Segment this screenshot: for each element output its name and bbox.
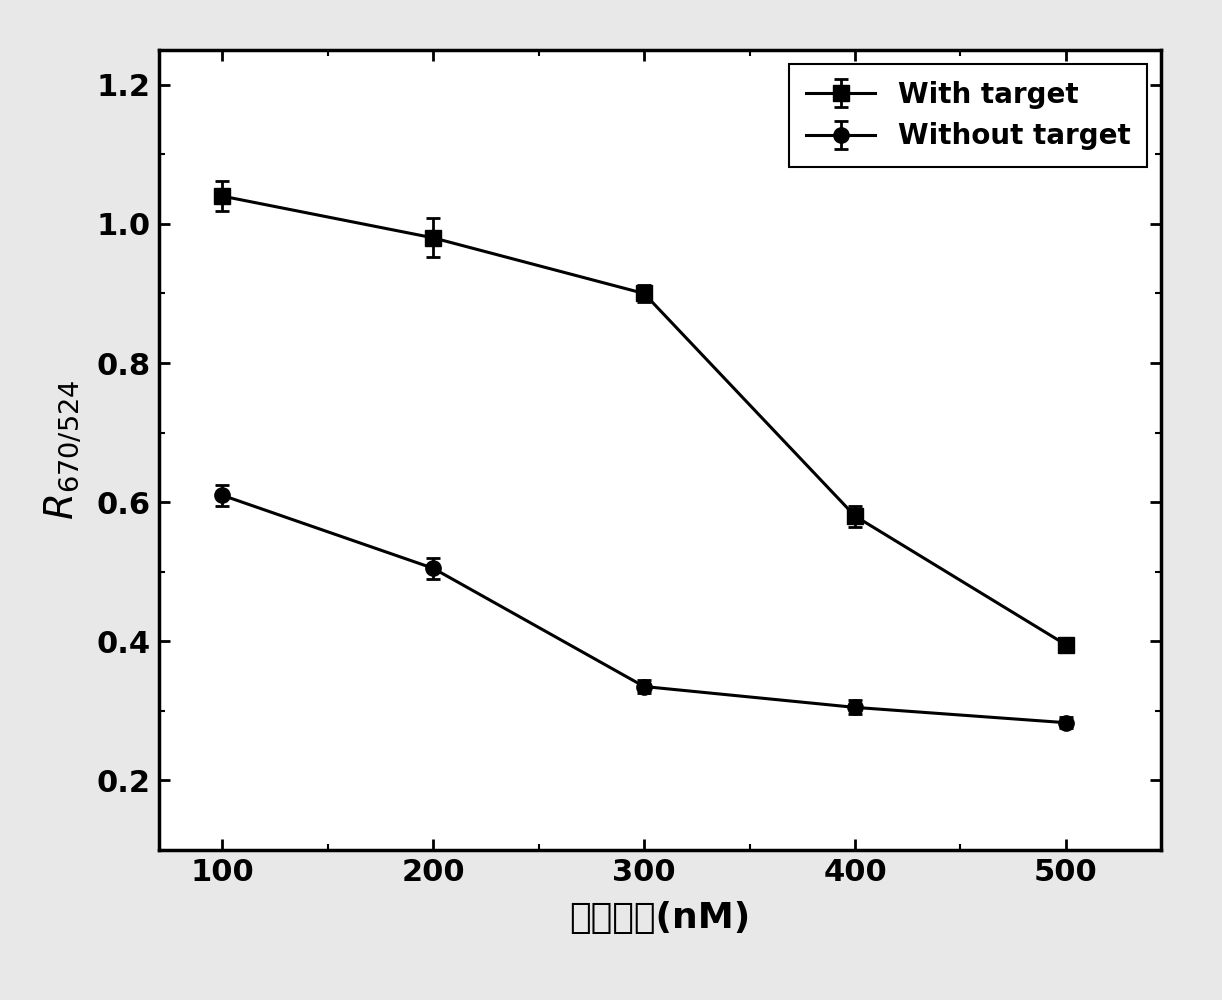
X-axis label: 探针浓度(nM): 探针浓度(nM) [569, 901, 750, 935]
Legend: With target, Without target: With target, Without target [789, 64, 1147, 167]
Y-axis label: $R_{670/524}$: $R_{670/524}$ [42, 380, 83, 520]
